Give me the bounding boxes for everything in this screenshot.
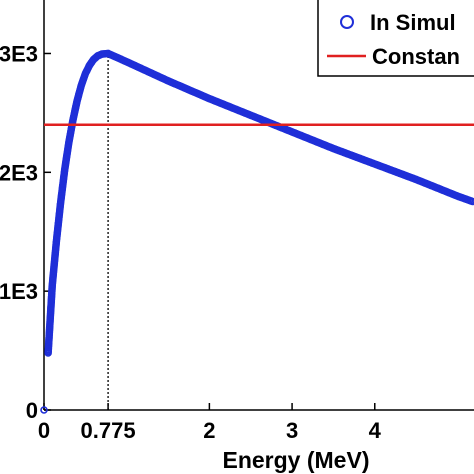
x-tick-label: 4 bbox=[369, 418, 382, 443]
ticks-layer: 0 0.775 2 3 4 0 1E3 2E3 3E3 bbox=[0, 41, 382, 443]
legend-label-constan: Constan bbox=[372, 44, 460, 69]
y-tick-label: 0 bbox=[26, 398, 38, 423]
data-point bbox=[468, 197, 474, 206]
x-tick-label: 0.775 bbox=[81, 418, 136, 443]
y-tick-label: 2E3 bbox=[0, 160, 38, 185]
data-point bbox=[40, 406, 48, 414]
x-tick-label: 0 bbox=[38, 418, 50, 443]
legend-label-in-simul: In Simul bbox=[370, 10, 456, 35]
legend-marker-in-simul bbox=[340, 15, 354, 29]
legend-box bbox=[317, 0, 474, 77]
y-tick-label: 3E3 bbox=[0, 41, 38, 66]
x-tick-label: 3 bbox=[286, 418, 298, 443]
x-tick-label: 2 bbox=[203, 418, 215, 443]
series-layer bbox=[40, 49, 474, 414]
legend: In Simul Constan bbox=[317, 0, 474, 77]
y-tick-label: 1E3 bbox=[0, 279, 38, 304]
x-axis-label: Energy (MeV) bbox=[223, 447, 370, 473]
